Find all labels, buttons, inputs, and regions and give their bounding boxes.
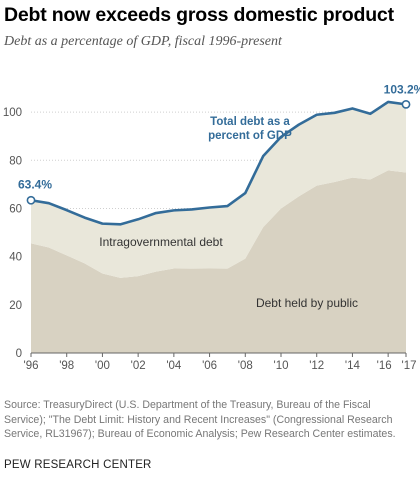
source-line-3: Service, RL31967); Bureau of Economic An… <box>4 428 396 440</box>
x-tick-label: '00 <box>95 360 110 372</box>
end-point-marker <box>401 99 411 109</box>
end-value-label: 103.2% <box>384 82 420 96</box>
x-tick-label: '06 <box>202 360 217 372</box>
source-line-2: Service); "The Debt Limit: History and R… <box>4 413 393 426</box>
y-tick-label-80: 80 <box>9 155 22 167</box>
total-debt-line <box>30 100 407 226</box>
y-tick-label-40: 40 <box>9 252 22 264</box>
debt-chart: 0 20 40 60 80 100 '96 '98 '00 '02 '04 '06 '08 '10 '12… <box>3 82 420 372</box>
area-intragovernmental-debt <box>31 101 406 278</box>
x-tick-label: '96 <box>24 360 39 372</box>
start-point-marker <box>26 195 36 205</box>
x-tick-label: '12 <box>309 360 324 372</box>
total-debt-label-line1: Total debt as a <box>210 116 290 128</box>
x-tick-label: '04 <box>166 360 182 372</box>
x-tick-label: '14 <box>345 360 361 372</box>
y-axis-ticks: 0 20 40 60 80 100 <box>3 107 22 360</box>
start-value-label: 63.4% <box>18 177 52 191</box>
x-tick-label: '98 <box>59 360 74 372</box>
total-debt-label-line2: percent of GDP <box>208 130 292 142</box>
x-tick-label: '02 <box>131 360 146 372</box>
x-axis-ticks: '96 '98 '00 '02 '04 '06 '08 '10 '12 '14 '16 '17 <box>24 353 417 372</box>
y-tick-label-0: 0 <box>16 348 22 360</box>
x-tick-label: '16 <box>377 360 392 372</box>
y-tick-label-20: 20 <box>9 300 22 312</box>
chart-subtitle: Debt as a percentage of GDP, fiscal 1996… <box>4 34 282 49</box>
debt-held-by-public-label: Debt held by public <box>256 296 358 310</box>
source-note: Source: TreasuryDirect (U.S. Department … <box>4 398 416 442</box>
x-tick-label: '08 <box>238 360 253 372</box>
chart-title: Debt now exceeds gross domestic product <box>4 4 394 26</box>
x-tick-label: '10 <box>274 360 289 372</box>
source-line-1: Source: TreasuryDirect (U.S. Department … <box>4 399 371 411</box>
area-debt-held-by-public <box>31 170 406 353</box>
y-tick-label-60: 60 <box>9 203 22 215</box>
intragovernmental-debt-label: Intragovernmental debt <box>99 235 223 249</box>
y-tick-label-100: 100 <box>3 107 22 119</box>
x-tick-label: '17 <box>402 360 417 372</box>
organization-credit: PEW RESEARCH CENTER <box>4 459 152 471</box>
